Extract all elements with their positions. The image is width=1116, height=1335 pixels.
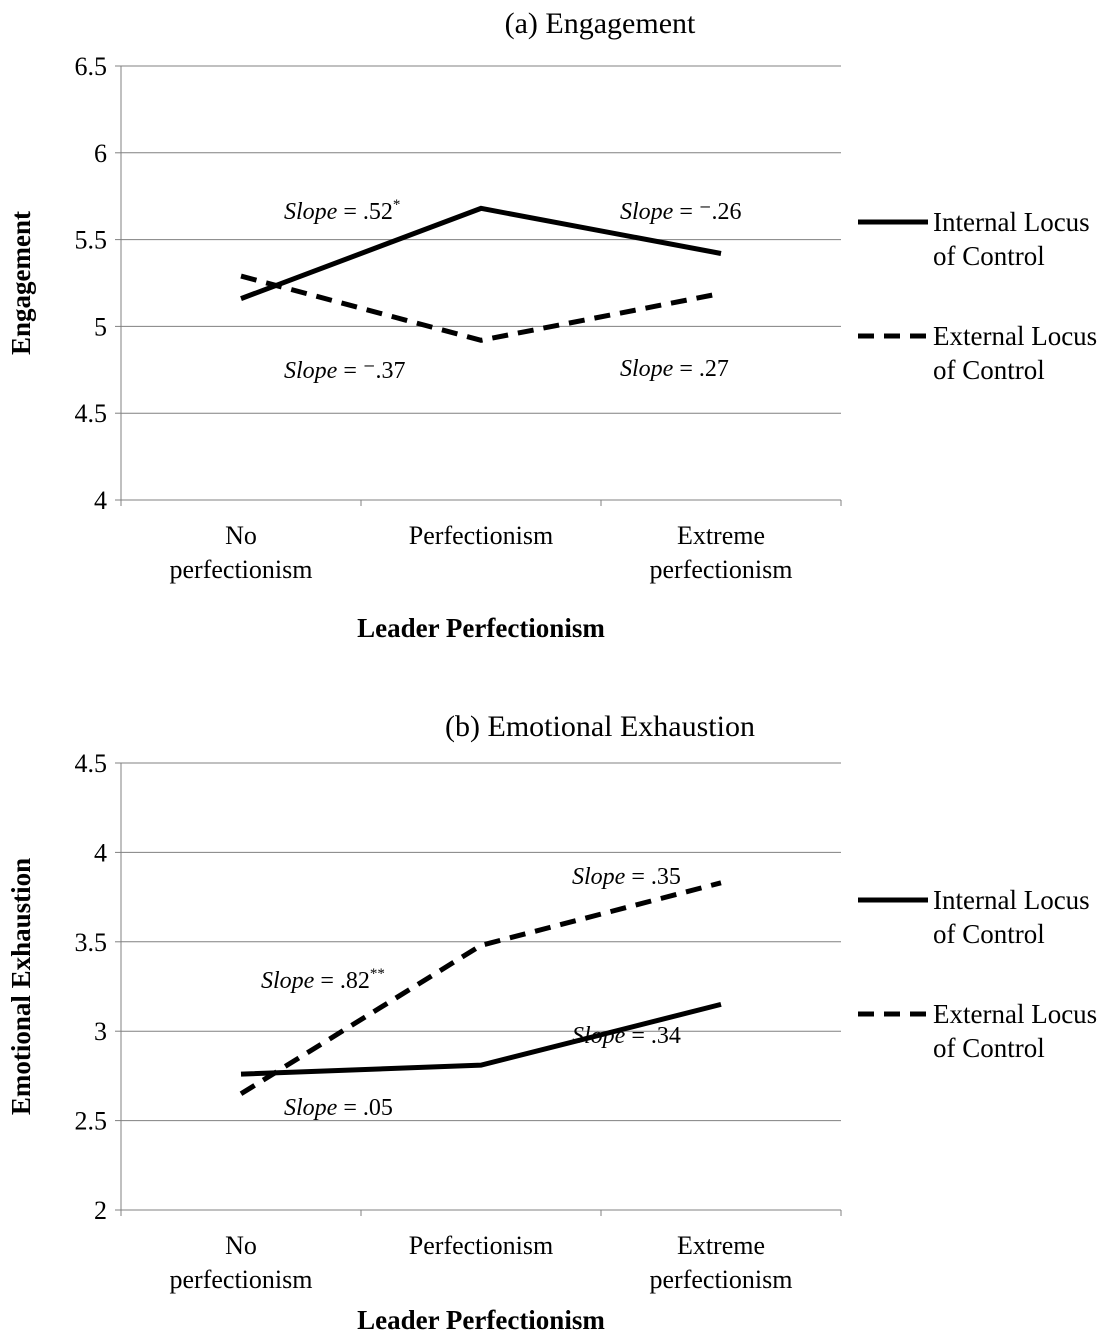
slope-word: Slope [572, 864, 626, 890]
y-tick-label: 3 [94, 1017, 107, 1046]
y-tick-label: 4.5 [75, 399, 108, 428]
slope-word: Slope [284, 199, 338, 225]
chart-panel-1: (a) Engagement 6.5 6 5.5 5 4.5 4 No perfectionis… [6, 7, 1097, 643]
y-tick-label: 6 [94, 139, 107, 168]
significance-marker: ** [370, 966, 385, 982]
series-line-external [239, 880, 722, 1096]
x-tick-label: Perfectionism [409, 1231, 553, 1260]
y-tick-label: 2 [94, 1196, 107, 1225]
x-tick-label: Perfectionism [409, 521, 553, 550]
slope-annotation: Slope = .35 [572, 864, 681, 890]
legend-label: Internal Locus [933, 207, 1090, 237]
legend-label: of Control [933, 355, 1045, 385]
series-line-external [240, 273, 722, 343]
slope-value: = .34 [625, 1023, 681, 1049]
chart-title: (a) Engagement [505, 7, 696, 40]
y-tick-label: 2.5 [75, 1107, 108, 1136]
series-line-internal [240, 1001, 722, 1077]
x-tick-label: Extreme [677, 521, 765, 550]
x-tick-label: perfectionism [170, 1265, 313, 1294]
slope-value: = .27 [673, 356, 729, 382]
x-tick-label: perfectionism [170, 555, 313, 584]
legend-label: External Locus [933, 321, 1097, 351]
x-tick-label: perfectionism [650, 1265, 793, 1294]
y-axis-label: Emotional Exhaustion [6, 858, 36, 1115]
slope-annotation: Slope = .27 [620, 356, 729, 382]
slope-word: Slope [261, 968, 315, 994]
y-tick-label: 4.5 [75, 749, 108, 778]
y-tick-label: 4 [94, 486, 107, 515]
x-axis-label: Leader Perfectionism [357, 1305, 605, 1335]
y-tick-label: 5 [94, 312, 107, 341]
x-axis-label: Leader Perfectionism [357, 613, 605, 643]
slope-word: Slope [284, 1095, 338, 1121]
series-line-internal [240, 205, 722, 301]
chart-panel-2: (b) Emotional Exhaustion 4.5 4 3.5 3 2.5 2 No pe… [6, 710, 1097, 1335]
slope-value: = .35 [625, 864, 681, 890]
legend-label: of Control [933, 919, 1045, 949]
x-tick-label: No [225, 521, 257, 550]
x-tick-label: No [225, 1231, 257, 1260]
legend-label: External Locus [933, 999, 1097, 1029]
slope-word: Slope [620, 356, 674, 382]
slope-word: Slope [572, 1023, 626, 1049]
slope-word: Slope [284, 358, 338, 384]
legend-label: of Control [933, 241, 1045, 271]
slope-annotation: Slope = .82** [261, 966, 385, 994]
x-tick-label: perfectionism [650, 555, 793, 584]
slope-annotation: Slope = ⁻.37 [284, 358, 406, 384]
slope-value: = .82 [314, 968, 370, 994]
significance-marker: * [393, 197, 401, 213]
slope-value: = ⁻.37 [337, 358, 405, 384]
chart-title: (b) Emotional Exhaustion [445, 710, 755, 743]
y-tick-label: 3.5 [75, 928, 108, 957]
slope-annotation: Slope = .34 [572, 1023, 681, 1049]
slope-word: Slope [620, 199, 674, 225]
slope-value: = .52 [337, 199, 393, 225]
slope-value: = .05 [337, 1095, 393, 1121]
legend-label: Internal Locus [933, 885, 1090, 915]
slope-annotation: Slope = ⁻.26 [620, 199, 742, 225]
y-tick-label: 6.5 [75, 52, 108, 81]
y-axis-label: Engagement [6, 211, 36, 355]
y-tick-label: 5.5 [75, 226, 108, 255]
slope-annotation: Slope = .52* [284, 197, 400, 225]
legend-label: of Control [933, 1033, 1045, 1063]
slope-value: = ⁻.26 [673, 199, 741, 225]
slope-annotation: Slope = .05 [284, 1095, 393, 1121]
y-tick-label: 4 [94, 838, 107, 867]
x-tick-label: Extreme [677, 1231, 765, 1260]
